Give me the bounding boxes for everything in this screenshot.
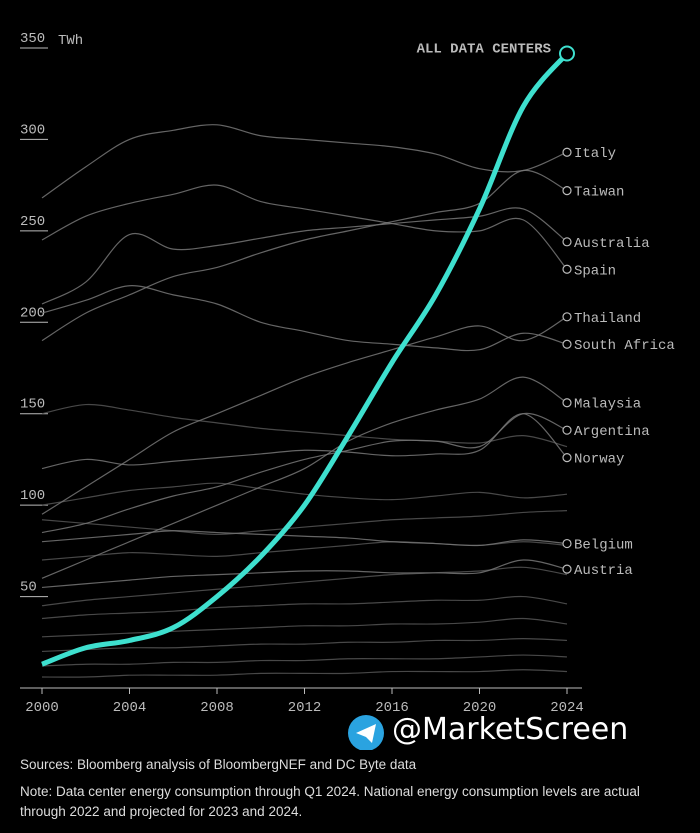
end-point [562, 538, 572, 549]
end-point [562, 312, 572, 322]
x-tick-label: 2000 [25, 700, 59, 716]
line [41, 184, 568, 270]
line [41, 530, 568, 547]
end-point [562, 339, 572, 349]
end-point [562, 425, 572, 435]
watermark-icon-plane [356, 724, 376, 743]
x-tick-label: 2020 [463, 700, 497, 716]
y-tick-label: 100 [20, 488, 45, 504]
series-label: Belgium [574, 538, 633, 554]
x-tick-label: 2004 [113, 700, 147, 716]
line [41, 207, 568, 305]
series-label: Austria [574, 563, 633, 579]
watermark: @MarketScreen [392, 712, 629, 747]
end-point [562, 453, 572, 463]
series-label: Malaysia [574, 397, 641, 413]
x-tick-label: 2012 [288, 700, 322, 716]
chart: TWh 50 100 150 200 250 300 350 2000 2004 2008 2012… [20, 31, 675, 750]
series-label: Taiwan [574, 185, 624, 201]
end-point [562, 186, 572, 196]
line [41, 654, 568, 667]
y-tick-label: 350 [20, 31, 45, 47]
line [41, 638, 568, 653]
series-label: South Africa [574, 338, 675, 354]
line [41, 595, 568, 620]
end-point [562, 398, 572, 408]
line [41, 617, 568, 638]
end-point [562, 237, 572, 247]
line [41, 559, 568, 589]
end-point [562, 264, 572, 274]
highlight-line [41, 51, 569, 667]
series-label: Norway [574, 452, 624, 468]
series-label: Thailand [574, 311, 641, 327]
line [41, 566, 568, 607]
line [41, 376, 568, 579]
series-label: ALL DATA CENTERS [417, 41, 551, 57]
y-tick-label: 250 [20, 214, 45, 230]
line [41, 169, 568, 342]
end-point [562, 564, 572, 574]
line [41, 412, 568, 534]
note: Note: Data center energy consumption thr… [20, 784, 640, 819]
series-label: Spain [574, 263, 616, 279]
end-point [559, 45, 575, 62]
x-tick-label: 2024 [550, 700, 584, 716]
series-label: Italy [574, 146, 616, 162]
line [41, 285, 568, 352]
y-unit: TWh [58, 33, 83, 49]
x-tick-label: 2016 [375, 700, 409, 716]
line [41, 413, 568, 470]
line [41, 403, 568, 448]
y-tick-label: 150 [20, 397, 45, 413]
end-point [562, 147, 572, 157]
series-label: Australia [574, 236, 650, 252]
y-tick-label: 300 [20, 122, 45, 138]
line [41, 124, 568, 199]
x-tick-label: 2008 [200, 700, 234, 716]
y-tick-label: 200 [20, 305, 45, 321]
line [41, 669, 568, 678]
line [41, 482, 568, 506]
source: Sources: Bloomberg analysis of Bloomberg… [20, 757, 417, 772]
y-tick-label: 50 [20, 580, 37, 596]
line [41, 510, 568, 536]
series-label: Argentina [574, 424, 650, 440]
line [41, 316, 568, 515]
